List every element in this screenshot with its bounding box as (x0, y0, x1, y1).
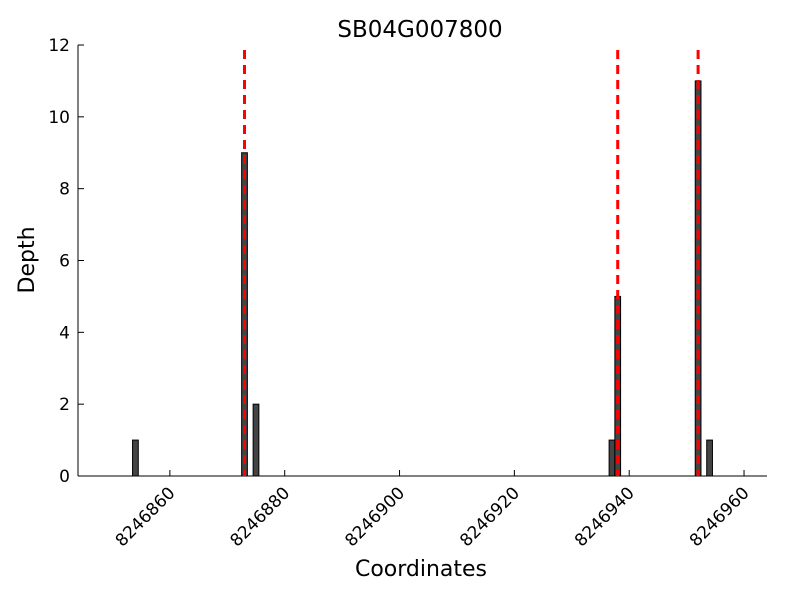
x-tick-label: 8246940 (571, 483, 639, 551)
x-tick-label: 8246860 (112, 483, 180, 551)
y-tick-label: 12 (48, 36, 70, 56)
bar (132, 439, 139, 477)
y-tick-label: 4 (59, 323, 70, 343)
x-tick-label: 8246900 (341, 483, 409, 551)
x-tick-label: 8246960 (686, 483, 754, 551)
bar (706, 439, 713, 477)
bar (608, 439, 616, 477)
x-tick-label: 8246880 (227, 483, 295, 551)
chart-title: SB04G007800 (337, 17, 502, 43)
x-tick-label: 8246920 (456, 483, 524, 551)
y-tick-label: 2 (59, 395, 70, 415)
bar (252, 403, 260, 477)
y-tick-label: 10 (48, 108, 70, 128)
x-axis-label: Coordinates (355, 557, 487, 582)
y-tick-label: 0 (59, 467, 70, 487)
y-axis-label: Depth (15, 226, 40, 293)
y-tick-label: 8 (59, 180, 70, 200)
y-tick-label: 6 (59, 252, 70, 272)
